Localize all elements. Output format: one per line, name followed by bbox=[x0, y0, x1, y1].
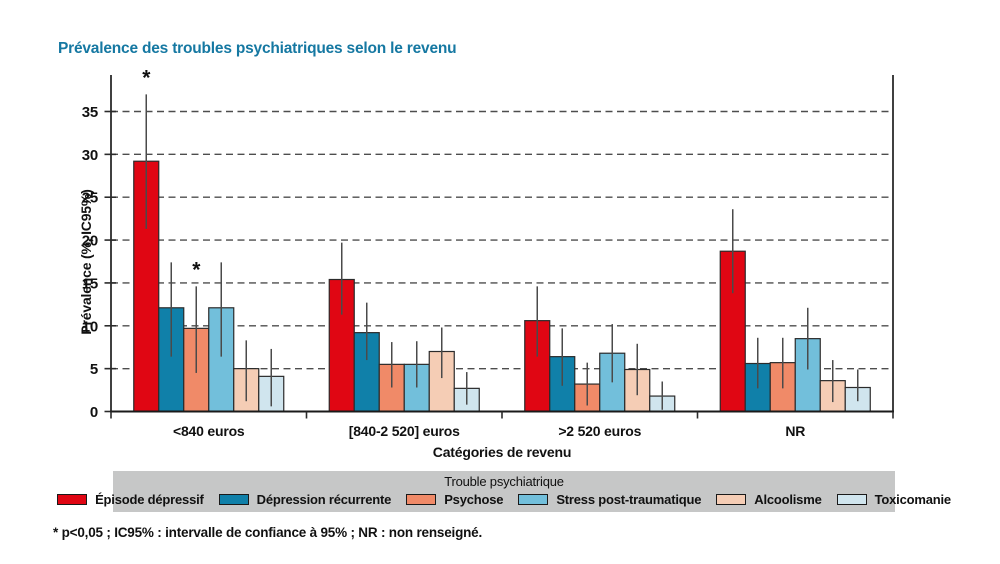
legend-item: Toxicomanie bbox=[836, 492, 952, 507]
legend-swatch bbox=[716, 494, 747, 505]
legend-item-label: Toxicomanie bbox=[874, 492, 952, 507]
x-category-label: NR bbox=[785, 423, 805, 439]
legend-item: Psychose bbox=[406, 492, 504, 507]
chart-title: Prévalence des troubles psychiatriques s… bbox=[58, 40, 457, 57]
y-tick-label: 30 bbox=[82, 147, 98, 164]
significance-asterisk: * bbox=[142, 66, 151, 89]
legend-item-label: Alcoolisme bbox=[754, 492, 822, 507]
x-category-label: <840 euros bbox=[173, 423, 245, 439]
legend-swatch bbox=[836, 494, 867, 505]
legend: Trouble psychiatrique Épisode dépressif D… bbox=[57, 471, 951, 512]
y-tick-label: 5 bbox=[90, 361, 98, 378]
y-tick-label: 0 bbox=[90, 404, 98, 421]
x-axis-label: Catégories de revenu bbox=[432, 444, 572, 460]
legend-swatch bbox=[57, 494, 88, 505]
bar-chart-plot: 0 5 10 15 20 25 30 35 * * <840 euros [840-2 520] eu… bbox=[82, 66, 894, 439]
legend-item-label: Psychose bbox=[444, 492, 504, 507]
legend-item: Dépression récurrente bbox=[218, 492, 392, 507]
legend-item-label: Épisode dépressif bbox=[95, 492, 204, 507]
legend-item-label: Dépression récurrente bbox=[256, 492, 392, 507]
x-category-label: >2 520 euros bbox=[558, 423, 641, 439]
legend-item: Alcoolisme bbox=[716, 492, 822, 507]
legend-swatch bbox=[518, 494, 549, 505]
y-tick-label: 25 bbox=[82, 190, 98, 207]
x-category-label: [840-2 520] euros bbox=[349, 423, 460, 439]
footnote: * p<0,05 ; IC95% : intervalle de confian… bbox=[53, 525, 483, 540]
legend-items: Épisode dépressif Dépression récurrente Ps… bbox=[57, 492, 951, 507]
y-tick-label: 35 bbox=[82, 104, 98, 121]
legend-title: Trouble psychiatrique bbox=[444, 474, 564, 489]
y-tick-label: 15 bbox=[82, 275, 98, 292]
y-tick-label: 20 bbox=[82, 233, 98, 250]
legend-item: Stress post-traumatique bbox=[518, 492, 701, 507]
legend-item: Épisode dépressif bbox=[57, 492, 204, 507]
legend-swatch bbox=[406, 494, 437, 505]
significance-asterisk: * bbox=[192, 258, 201, 281]
legend-item-label: Stress post-traumatique bbox=[556, 492, 702, 507]
y-tick-label: 10 bbox=[82, 318, 98, 335]
legend-swatch bbox=[218, 494, 249, 505]
